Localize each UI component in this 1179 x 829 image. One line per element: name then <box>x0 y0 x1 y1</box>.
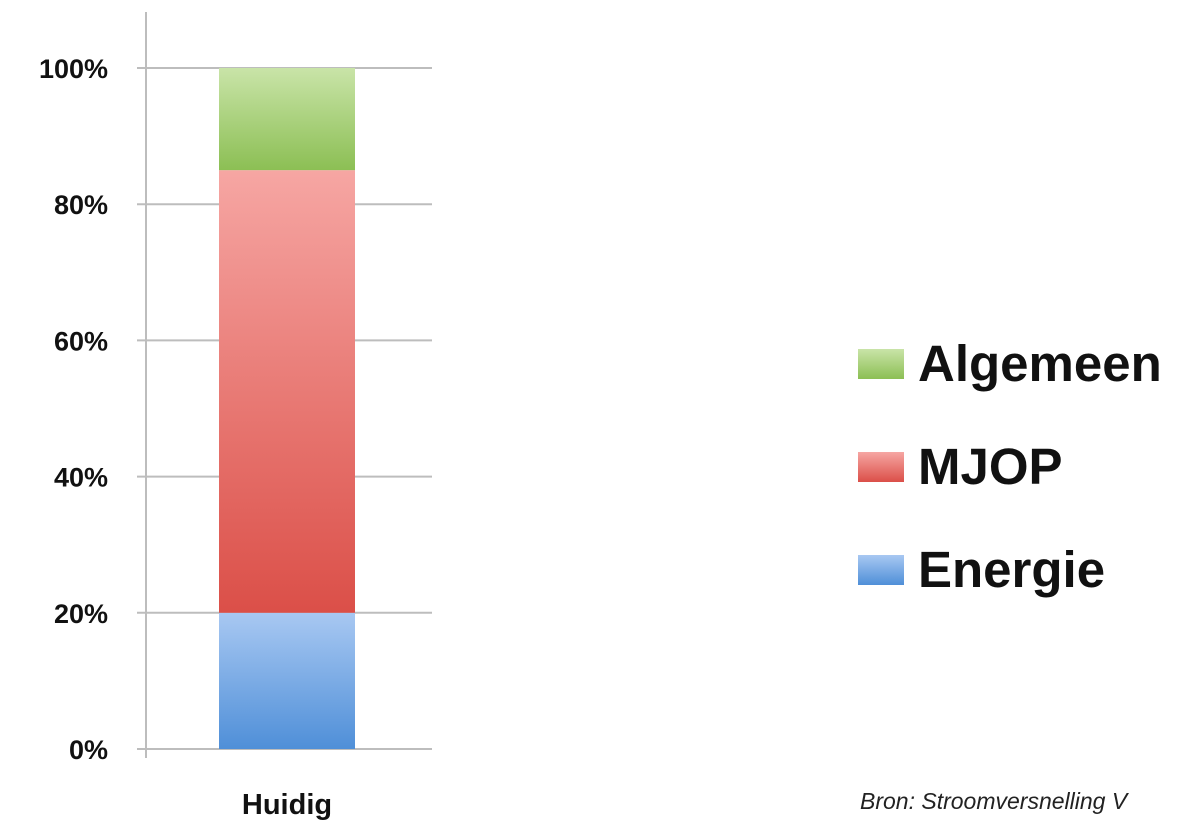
legend-swatch-algemeen <box>858 348 904 379</box>
legend-swatch-mjop <box>858 451 904 482</box>
bar-segment-energie <box>219 612 355 749</box>
bar-segment-mjop <box>219 170 355 613</box>
source-note: Bron: Stroomversnelling V <box>860 788 1128 814</box>
legend-item-mjop: MJOP <box>858 415 1162 518</box>
y-tick-label: 80% <box>54 190 108 220</box>
y-tick-label: 100% <box>39 54 108 84</box>
y-tick-label: 0% <box>69 735 108 765</box>
y-tick-label: 60% <box>54 326 108 356</box>
legend-label-algemeen: Algemeen <box>918 335 1162 392</box>
legend-label-energie: Energie <box>918 541 1106 598</box>
legend-item-algemeen: Algemeen <box>858 312 1162 415</box>
x-category-label: Huidig <box>242 789 332 821</box>
legend-label-mjop: MJOP <box>918 438 1063 495</box>
y-tick-label: 40% <box>54 463 108 493</box>
legend-swatch-energie <box>858 554 904 585</box>
legend-item-energie: Energie <box>858 518 1162 621</box>
bar-segment-algemeen <box>219 68 355 171</box>
y-tick-label: 20% <box>54 599 108 629</box>
legend: Algemeen MJOP Energie <box>858 312 1162 621</box>
